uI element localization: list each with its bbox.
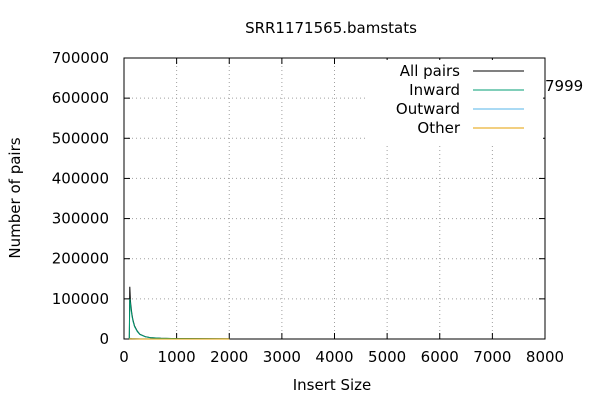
y-tick-label: 300000 — [52, 210, 109, 228]
x-axis-label: Insert Size — [293, 376, 372, 394]
x-tick-label: 4000 — [315, 348, 353, 366]
series-line-all-pairs — [128, 286, 230, 340]
side-annotation: 7999 — [545, 77, 583, 95]
series-line-inward — [128, 298, 230, 340]
x-tick-label: 2000 — [210, 348, 248, 366]
grid-lines — [124, 58, 545, 339]
legend-label-all-pairs: All pairs — [400, 62, 460, 80]
y-tick-label: 200000 — [52, 250, 109, 268]
y-tick-label: 600000 — [52, 89, 109, 107]
legend-label-inward: Inward — [409, 81, 460, 99]
x-tick-label: 5000 — [368, 348, 406, 366]
legend-background — [366, 60, 543, 146]
y-tick-label: 100000 — [52, 290, 109, 308]
y-tick-label: 0 — [99, 330, 109, 348]
series-lines — [128, 286, 230, 340]
y-axis-label: Number of pairs — [6, 137, 24, 258]
chart-title: SRR1171565.bamstats — [245, 19, 417, 37]
legend-label-outward: Outward — [396, 100, 460, 118]
y-tick-label: 700000 — [52, 49, 109, 67]
y-tick-label: 500000 — [52, 129, 109, 147]
x-tick-label: 8000 — [526, 348, 564, 366]
axis-ticks: 0 1000 2000 3000 4000 5000 6000 7000 8000 0 100000… — [52, 49, 564, 366]
x-tick-label: 6000 — [421, 348, 459, 366]
legend-label-other: Other — [417, 119, 460, 137]
x-tick-label: 7000 — [473, 348, 511, 366]
x-tick-label: 1000 — [158, 348, 196, 366]
x-tick-label: 3000 — [263, 348, 301, 366]
x-tick-label: 0 — [119, 348, 129, 366]
y-tick-label: 400000 — [52, 169, 109, 187]
